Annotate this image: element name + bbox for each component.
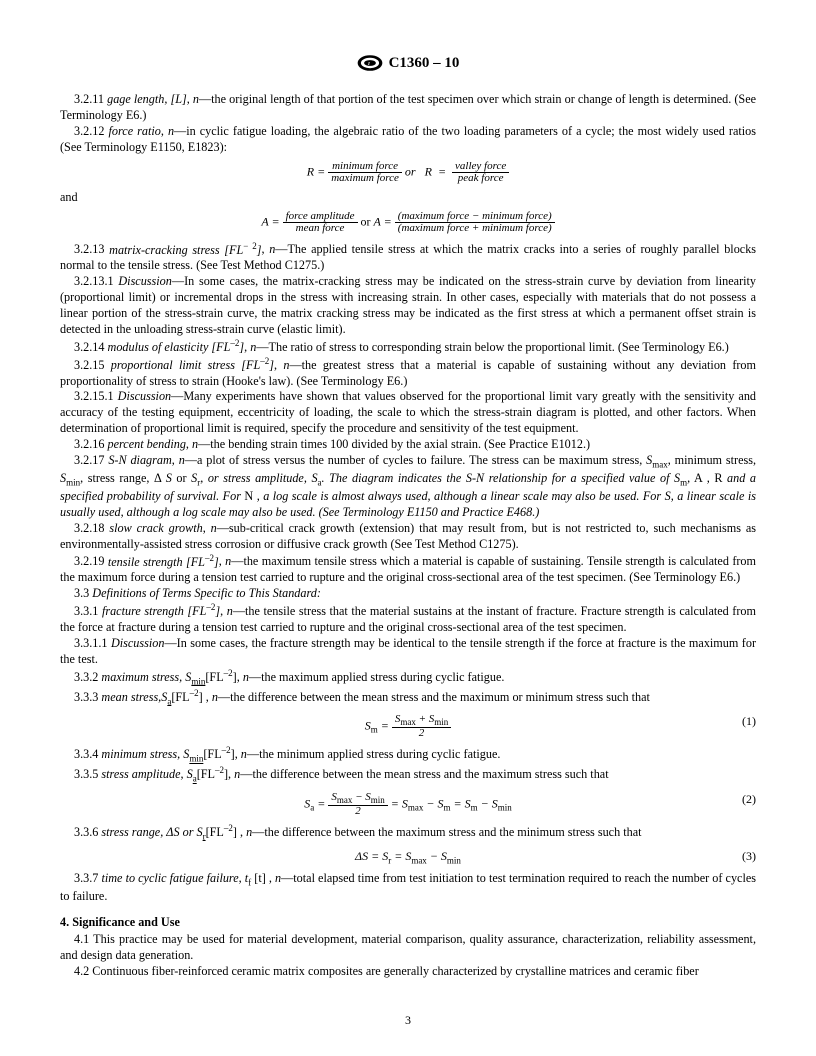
frac-num: Smax + Smin [392, 714, 451, 728]
frac-den: peak force [452, 173, 509, 184]
def-3-3-1-1: 3.3.1.1 Discussion—In some cases, the fr… [60, 636, 756, 668]
frac-amp-mean: force amplitude mean force [283, 211, 358, 234]
eq-sign: = [314, 165, 328, 179]
def-3-2-14: 3.2.14 modulus of elasticity [FL–2], n—T… [60, 338, 756, 356]
eq-num-1: (1) [742, 714, 756, 729]
equation-2: Sa = Smax − Smin 2 = Smax − Sm = Sm − Sm… [60, 792, 756, 817]
frac-den: 2 [328, 806, 387, 817]
frac-den: 2 [392, 728, 451, 739]
def-3-3-7: 3.3.7 time to cyclic fatigue failure, tf… [60, 871, 756, 905]
eq-num-2: (2) [742, 792, 756, 807]
frac-den: maximum force [328, 173, 402, 184]
frac-num: Smax − Smin [328, 792, 387, 806]
def-3-2-15-1: 3.2.15.1 Discussion—Many experiments hav… [60, 389, 756, 437]
frac-den: mean force [283, 223, 358, 234]
equation-r: R = minimum force maximum force or R = v… [60, 161, 756, 184]
and-separator: and [60, 190, 756, 205]
def-3-3-2: 3.3.2 maximum stress, Smin[FL–2], n—the … [60, 668, 756, 688]
frac-den: (maximum force + minimum force) [395, 223, 555, 234]
def-3-2-18: 3.2.18 slow crack growth, n—sub-critical… [60, 521, 756, 553]
page-container: I C1360 – 10 3.2.11 gage length, [L], n—… [0, 0, 816, 1056]
astm-logo-icon: I [357, 54, 383, 72]
eq-a-symbol2: A [374, 215, 381, 229]
def-3-3-6: 3.3.6 stress range, ΔS or Sr[FL–2] , n—t… [60, 823, 756, 843]
def-3-3-5: 3.3.5 stress amplitude, Sa[FL–2], n—the … [60, 765, 756, 785]
eq-r-symbol: R [307, 165, 314, 179]
eq-or: or [405, 165, 419, 179]
def-3-3: 3.3 Definitions of Terms Specific to Thi… [60, 586, 756, 602]
para-4-1: 4.1 This practice may be used for materi… [60, 932, 756, 964]
def-3-2-17: 3.2.17 S-N diagram, n—a plot of stress v… [60, 453, 756, 521]
def-3-3-4: 3.3.4 minimum stress, Smin[FL–2], n—the … [60, 745, 756, 765]
equation-1: Sm = Smax + Smin 2 (1) [60, 714, 756, 739]
eq-num-3: (3) [742, 849, 756, 864]
def-3-3-1: 3.3.1 fracture strength [FL–2], n—the te… [60, 602, 756, 636]
def-3-2-19: 3.2.19 tensile strength [FL–2], n—the ma… [60, 552, 756, 586]
def-3-2-13-1: 3.2.13.1 Discussion—In some cases, the m… [60, 274, 756, 337]
def-3-2-12: 3.2.12 force ratio, n—in cyclic fatigue … [60, 124, 756, 156]
def-3-2-15: 3.2.15 proportional limit stress [FL–2],… [60, 356, 756, 390]
frac-maxmin: (maximum force − minimum force) (maximum… [395, 211, 555, 234]
section-4-heading: 4. Significance and Use [60, 915, 756, 930]
page-number: 3 [0, 1013, 816, 1028]
page-header: I C1360 – 10 [60, 54, 756, 72]
def-3-2-16: 3.2.16 percent bending, n—the bending st… [60, 437, 756, 453]
svg-text:I: I [367, 61, 370, 66]
eq-a-symbol: A [261, 215, 268, 229]
def-3-3-3: 3.3.3 mean stress,Sa[FL–2] , n—the diffe… [60, 688, 756, 708]
frac-minmax: minimum force maximum force [328, 161, 402, 184]
def-3-2-13: 3.2.13 matrix-cracking stress [FL− 2], n… [60, 240, 756, 274]
def-3-2-11: 3.2.11 gage length, [L], n—the original … [60, 92, 756, 124]
frac-sa: Smax − Smin 2 [328, 792, 387, 817]
frac-valleypeak: valley force peak force [452, 161, 509, 184]
frac-sm: Smax + Smin 2 [392, 714, 451, 739]
para-4-2: 4.2 Continuous fiber-reinforced ceramic … [60, 964, 756, 980]
equation-3: ΔS = Sr = Smax − Smin (3) [60, 849, 756, 865]
eq-r-symbol2: R [425, 165, 432, 179]
designation-title: C1360 – 10 [389, 55, 460, 72]
equation-a: A = force amplitude mean force or A = (m… [60, 211, 756, 234]
